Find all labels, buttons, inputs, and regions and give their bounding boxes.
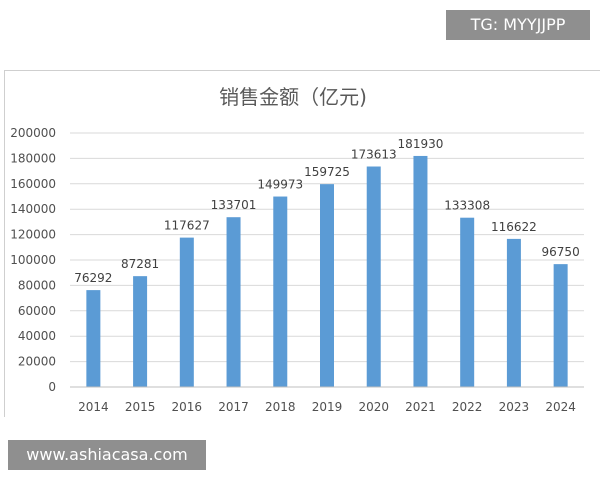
x-tick-label-2020: 2020 [358, 400, 389, 414]
y-tick-label: 80000 [18, 278, 56, 292]
y-tick-label: 140000 [10, 202, 56, 216]
bar-2021 [413, 155, 428, 387]
bar-2015 [133, 276, 148, 387]
x-tick-label-2018: 2018 [265, 400, 296, 414]
y-tick-label: 180000 [10, 151, 56, 165]
x-tick-label-2015: 2015 [125, 400, 156, 414]
data-label-2020: 173613 [351, 148, 397, 162]
y-tick-label: 160000 [10, 177, 56, 191]
data-label-2024: 96750 [542, 245, 580, 259]
website-badge: www.ashiacasa.com [8, 440, 206, 470]
data-label-2019: 159725 [304, 165, 350, 179]
bar-2014 [86, 290, 101, 387]
bar-2019 [320, 184, 334, 387]
data-label-2023: 116622 [491, 220, 537, 234]
x-tick-label-2017: 2017 [218, 400, 249, 414]
x-tick-label-2019: 2019 [312, 400, 343, 414]
bar-2016 [179, 237, 194, 387]
y-tick-label: 200000 [10, 126, 56, 140]
data-label-2014: 76292 [74, 271, 112, 285]
bar-2017 [226, 217, 241, 387]
bar-2023 [506, 238, 521, 387]
bars [86, 155, 568, 387]
x-axis-ticks: 2014 2015 2016 2017 2018 2019 2020 2021 2022 2023… [78, 400, 576, 414]
x-tick-label-2014: 2014 [78, 400, 109, 414]
x-tick-label-2016: 2016 [172, 400, 203, 414]
bar-2018 [273, 196, 288, 387]
data-labels: 76292 87281 117627133701149973159725173613… [74, 137, 579, 285]
y-tick-label: 0 [48, 380, 56, 394]
data-label-2016: 117627 [164, 219, 210, 233]
data-label-2017: 133701 [211, 198, 257, 212]
data-label-2021: 181930 [398, 137, 444, 151]
y-axis-ticks: 0 20000 40000 60000 80000 100000 120000 140000 1… [10, 126, 56, 394]
data-label-2018: 149973 [257, 178, 303, 192]
bar-2020 [366, 166, 381, 387]
telegram-tag-badge: TG: MYYJJPP [446, 10, 590, 40]
chart-panel [4, 70, 600, 417]
x-tick-label-2024: 2024 [545, 400, 576, 414]
data-label-2015: 87281 [121, 257, 159, 271]
x-tick-label-2023: 2023 [499, 400, 530, 414]
y-tick-label: 40000 [18, 329, 56, 343]
y-tick-label: 100000 [10, 253, 56, 267]
chart-title: 销售金额（亿元) [219, 85, 367, 109]
y-tick-label: 20000 [18, 355, 56, 369]
data-label-2022: 133308 [444, 199, 490, 213]
bar-2024 [553, 264, 568, 387]
x-tick-label-2022: 2022 [452, 400, 483, 414]
x-tick-label-2021: 2021 [405, 400, 436, 414]
y-tick-label: 60000 [18, 304, 56, 318]
y-tick-label: 120000 [10, 228, 56, 242]
bar-2022 [460, 217, 475, 387]
